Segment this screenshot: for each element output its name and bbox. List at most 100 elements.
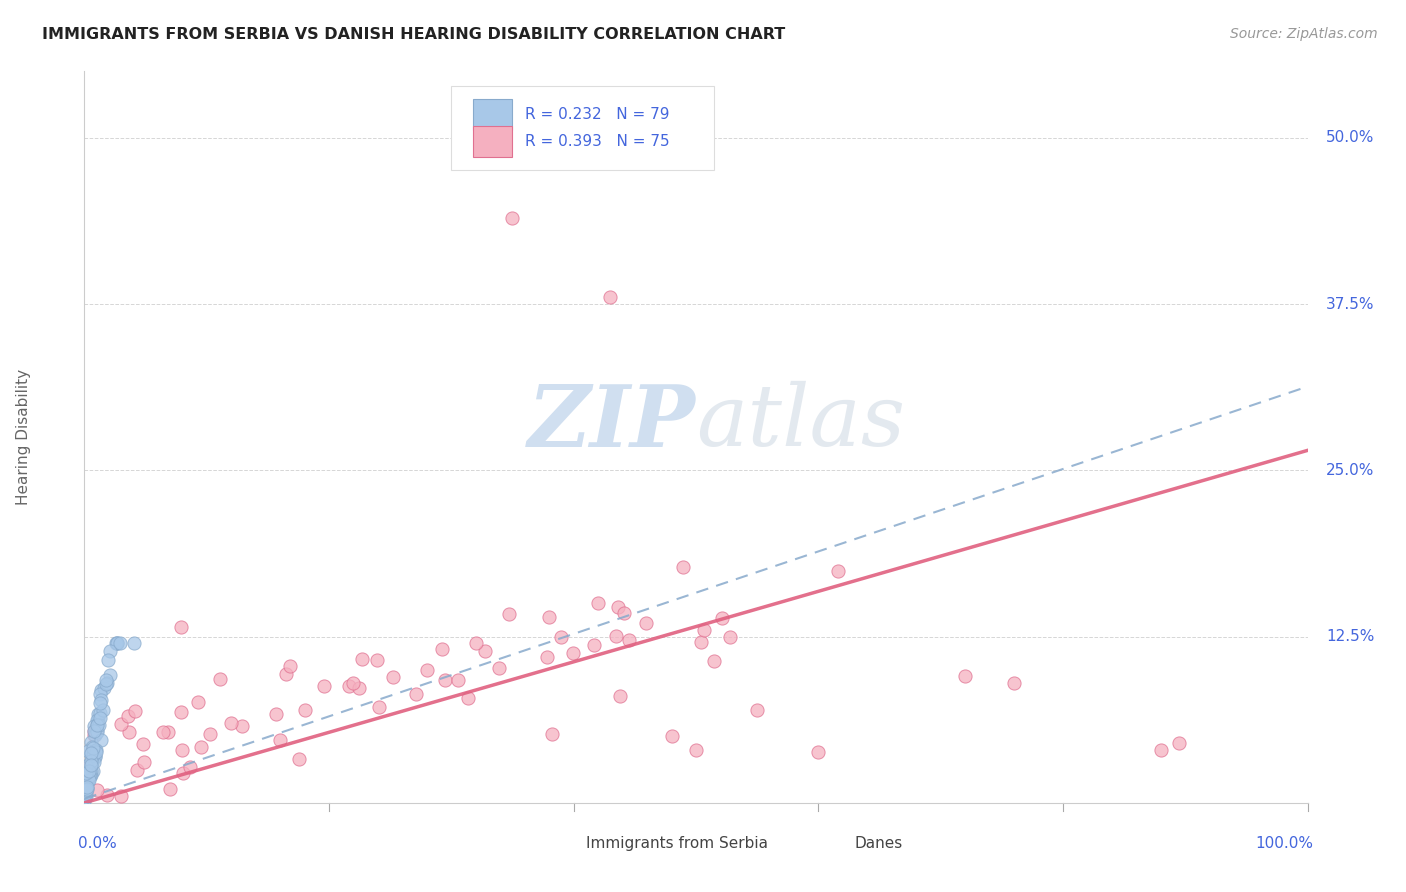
Point [416, 663, 439, 677]
Point [82, 764, 104, 778]
Point [446, 673, 468, 687]
Point [561, 646, 583, 660]
Point [586, 596, 609, 610]
Point [87, 718, 110, 732]
Point [105, 636, 128, 650]
Point [312, 679, 335, 693]
Point [488, 661, 510, 675]
Point [457, 691, 479, 706]
Point [703, 654, 725, 668]
Point [80, 739, 103, 754]
Point [94, 673, 117, 687]
Point [474, 644, 496, 658]
Point [464, 636, 486, 650]
Point [86, 718, 108, 732]
Point [434, 673, 457, 687]
Point [110, 789, 132, 804]
Point [599, 290, 621, 304]
Point [96, 676, 118, 690]
Point [90, 732, 112, 747]
Point [538, 609, 561, 624]
Point [76, 780, 98, 794]
Point [827, 564, 849, 578]
Point [124, 636, 146, 650]
Point [84, 725, 107, 739]
Point [73, 794, 96, 808]
Text: 37.5%: 37.5% [1326, 297, 1375, 311]
Point [80, 746, 103, 760]
Point [607, 600, 630, 615]
Text: ZIP: ZIP [529, 381, 696, 464]
Point [87, 713, 110, 727]
Point [127, 764, 149, 778]
Point [98, 644, 121, 658]
Point [73, 790, 96, 805]
Point [76, 776, 98, 790]
Point [172, 742, 194, 756]
Point [337, 679, 360, 693]
Point [77, 772, 100, 787]
Point [661, 729, 683, 743]
Point [75, 780, 97, 795]
Point [89, 706, 111, 721]
Point [209, 672, 232, 686]
Point [382, 670, 405, 684]
Point [672, 559, 695, 574]
Point [502, 211, 524, 225]
FancyBboxPatch shape [474, 99, 513, 130]
Point [368, 700, 391, 714]
Text: Hearing Disability: Hearing Disability [15, 369, 31, 505]
Point [90, 693, 112, 707]
Point [170, 619, 193, 633]
Point [76, 781, 98, 796]
Point [75, 759, 97, 773]
Point [82, 741, 104, 756]
Point [1150, 742, 1173, 756]
Point [75, 762, 97, 776]
Point [692, 623, 714, 637]
Text: R = 0.232   N = 79: R = 0.232 N = 79 [524, 107, 669, 122]
Point [711, 611, 734, 625]
Point [75, 776, 97, 790]
Point [76, 764, 98, 779]
Point [152, 725, 174, 739]
Point [80, 755, 103, 769]
Point [219, 716, 242, 731]
Point [288, 752, 311, 766]
Point [86, 725, 108, 739]
Point [80, 746, 103, 760]
Point [131, 737, 153, 751]
Point [536, 650, 558, 665]
Point [77, 773, 100, 788]
Point [718, 630, 741, 644]
Point [86, 782, 108, 797]
Point [170, 705, 193, 719]
Point [90, 682, 112, 697]
Point [96, 675, 118, 690]
Point [97, 653, 120, 667]
Point [619, 632, 641, 647]
Point [274, 667, 297, 681]
Point [1168, 736, 1191, 750]
Point [79, 769, 101, 783]
Point [582, 638, 605, 652]
Point [83, 749, 105, 764]
Point [634, 616, 657, 631]
Point [105, 636, 128, 650]
Point [190, 739, 212, 754]
Point [89, 711, 111, 725]
Point [294, 703, 316, 717]
Point [83, 750, 105, 764]
Point [75, 765, 97, 780]
Point [172, 765, 194, 780]
Point [76, 764, 98, 778]
Point [198, 727, 221, 741]
Point [77, 769, 100, 783]
Point [266, 707, 288, 722]
Point [77, 762, 100, 776]
Point [82, 744, 104, 758]
Point [118, 725, 141, 739]
Point [75, 789, 97, 804]
Text: Source: ZipAtlas.com: Source: ZipAtlas.com [1230, 27, 1378, 41]
Text: Danes: Danes [855, 837, 903, 851]
